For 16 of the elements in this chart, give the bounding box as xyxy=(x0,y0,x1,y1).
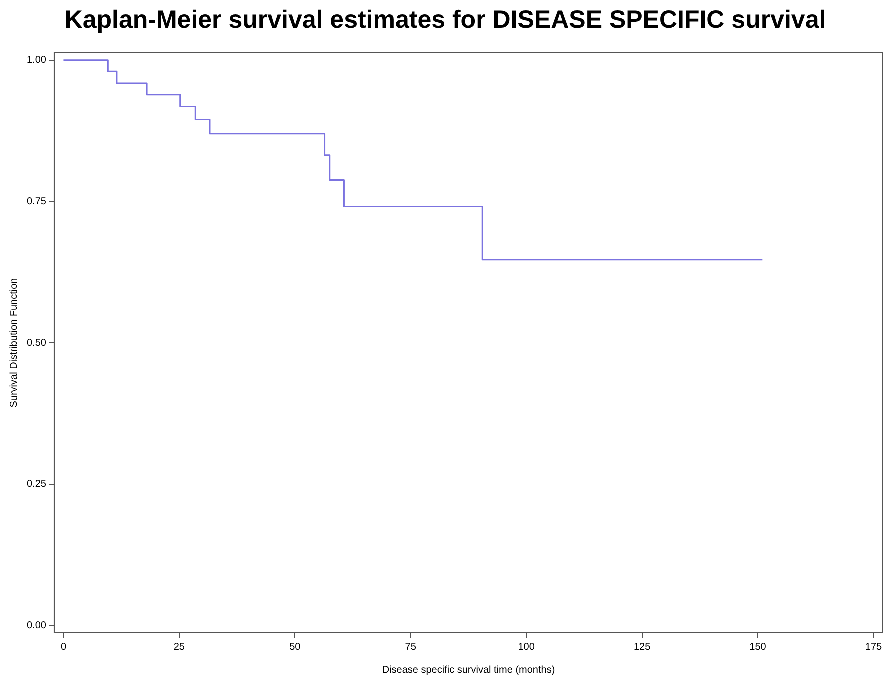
y-tick-label: 0.00 xyxy=(26,620,47,632)
y-tick-label: 0.75 xyxy=(26,196,47,208)
y-tick-label: 1.00 xyxy=(26,55,47,66)
y-axis-title: Survival Distribution Function xyxy=(8,278,20,408)
x-tick-label: 25 xyxy=(174,642,186,653)
y-tick-label: 0.25 xyxy=(26,479,47,490)
x-tick-label: 50 xyxy=(290,642,302,653)
chart-title: Kaplan-Meier survival estimates for DISEASE SPECIFIC survival xyxy=(64,6,828,35)
x-tick-label: 150 xyxy=(750,642,767,653)
x-tick-label: 100 xyxy=(518,642,536,653)
x-tick-label: 75 xyxy=(405,642,417,653)
x-tick-label: 175 xyxy=(865,642,883,653)
x-axis-title: Disease specific survival time (months) xyxy=(382,664,556,676)
x-tick-label: 125 xyxy=(634,642,652,653)
x-tick-label: 0 xyxy=(60,642,67,653)
y-tick-label: 0.50 xyxy=(26,338,47,349)
